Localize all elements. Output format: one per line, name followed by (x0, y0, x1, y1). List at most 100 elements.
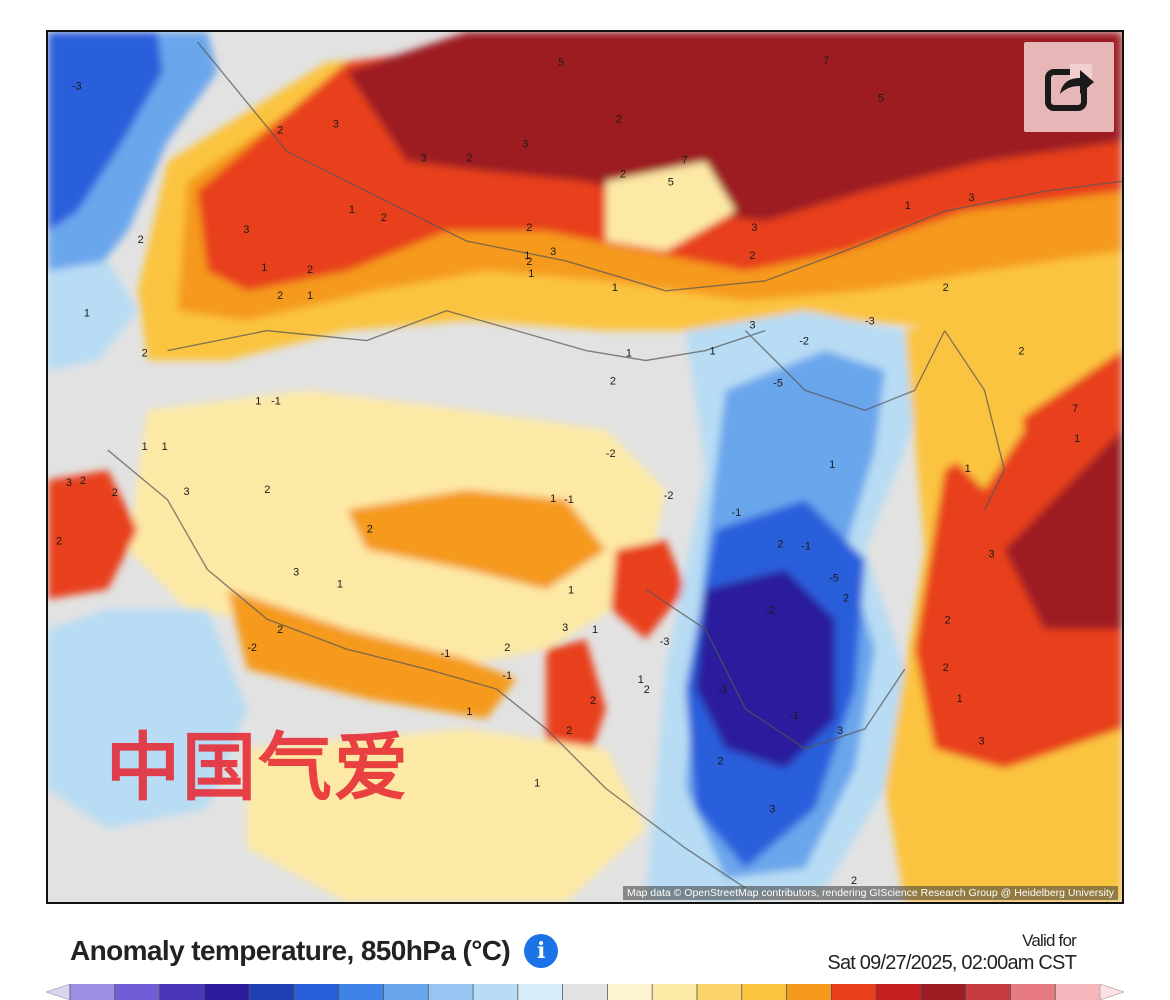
color-scale-bar (46, 984, 1124, 1000)
cold-core (695, 569, 836, 769)
contour-label: 1 (568, 584, 574, 596)
sichuan-hot-spot (610, 539, 686, 640)
contour-label: -1 (564, 494, 574, 506)
contour-label: 2 (504, 642, 510, 654)
contour-label: 5 (878, 93, 884, 105)
contour-label: 5 (668, 176, 674, 188)
contour-label: 3 (837, 725, 843, 737)
contour-label: -2 (606, 448, 616, 460)
scale-arrow-right (1099, 984, 1124, 1000)
contour-label: 2 (56, 536, 62, 548)
contour-label: 2 (590, 695, 596, 707)
contour-label: 2 (777, 539, 783, 551)
east-sea-extreme (1004, 430, 1122, 630)
contour-label: 1 (337, 578, 343, 590)
contour-label: 1 (261, 262, 267, 274)
contour-label: 1 (905, 200, 911, 212)
contour-label: 3 (243, 224, 249, 236)
contour-label: 3 (769, 803, 775, 815)
scale-swatch (473, 984, 519, 1000)
scale-swatch (920, 984, 967, 1000)
contour-label: 2 (367, 524, 373, 536)
contour-label: 2 (718, 756, 724, 768)
contour-label: -3 (865, 316, 875, 328)
contour-label: 1 (626, 348, 632, 360)
contour-label: 3 (751, 222, 757, 234)
scale-swatch (1010, 984, 1056, 1000)
scale-swatch (293, 984, 340, 1000)
south-light-warm (247, 728, 646, 902)
contour-label: 2 (644, 684, 650, 696)
contour-label: 7 (823, 55, 829, 67)
scale-swatch (786, 984, 832, 1000)
valid-time-block: Valid for Sat 09/27/2025, 02:00am CST (827, 930, 1076, 974)
himalaya-orange (227, 589, 517, 719)
contour-label: 2 (749, 250, 755, 262)
contour-label: 2 (526, 256, 532, 268)
contour-label: -2 (664, 490, 674, 502)
west-hot-spot (48, 469, 138, 600)
tibet-orange-spots (346, 489, 606, 590)
contour-label: 1 (638, 674, 644, 686)
contour-label: 7 (682, 154, 688, 166)
contour-label: 2 (277, 624, 283, 636)
contour-labels: -3757532233275231223211121231321212232-1… (56, 55, 1080, 887)
contour-label: -1 (271, 395, 281, 407)
legend-header: Anomaly temperature, 850hPa (°C) i (70, 934, 559, 968)
contour-label: 3 (979, 736, 985, 748)
contour-label: -3 (660, 636, 670, 648)
contour-label: 3 (183, 486, 189, 498)
anomaly-fields (48, 32, 1122, 902)
contour-label: 1 (528, 268, 534, 280)
contour-label: -1 (441, 648, 451, 660)
contour-label: 3 (550, 246, 556, 258)
contour-label: 2 (466, 152, 472, 164)
legend-title: Anomaly temperature, 850hPa (°C) (70, 935, 511, 966)
contour-label: 2 (566, 725, 572, 737)
valid-time: Sat 09/27/2025, 02:00am CST (827, 952, 1076, 974)
contour-label: 1 (307, 290, 313, 302)
scale-swatch (114, 984, 161, 1000)
contour-label: -1 (731, 507, 741, 519)
contour-label: -2 (765, 604, 775, 616)
scale-swatch (607, 984, 653, 1000)
scale-swatch (338, 984, 384, 1000)
share-button[interactable] (1024, 42, 1114, 132)
contour-label: 2 (277, 290, 283, 302)
contour-label: 3 (749, 320, 755, 332)
contour-label: 2 (616, 114, 622, 126)
scale-swatch (159, 984, 205, 1000)
contour-label: 3 (969, 192, 975, 204)
contour-label: 2 (307, 264, 313, 276)
contour-label: 1 (162, 441, 168, 453)
weather-map[interactable]: -3757532233275231223211121231321212232-1… (46, 30, 1124, 904)
contour-label: 2 (381, 212, 387, 224)
map-attribution: Map data © OpenStreetMap contributors, r… (622, 886, 1118, 900)
borders (107, 41, 1122, 889)
contour-label: 1 (1074, 433, 1080, 445)
scale-swatch (1055, 984, 1101, 1000)
contour-label: 1 (710, 346, 716, 358)
scale-swatch (741, 984, 788, 1000)
contour-label: 3 (988, 549, 994, 561)
contour-label: -1 (801, 541, 811, 553)
info-icon[interactable]: i (524, 934, 559, 968)
contour-label: 1 (524, 250, 530, 262)
contour-label: 2 (851, 875, 857, 887)
west-cold-core (48, 32, 163, 232)
contour-label: 2 (138, 234, 144, 246)
contour-label: 1 (965, 463, 971, 475)
contour-label: 2 (945, 614, 951, 626)
south-cool-area (48, 609, 248, 829)
contour-label: 2 (526, 222, 532, 234)
scale-swatch (876, 984, 922, 1000)
contour-label: 2 (1018, 346, 1024, 358)
scale-swatch (383, 984, 429, 1000)
contour-label: 1 (349, 204, 355, 216)
contour-label: 1 (829, 459, 835, 471)
contour-label: 1 (142, 441, 148, 453)
scale-swatch (831, 984, 877, 1000)
contour-label: 1 (550, 493, 556, 505)
watermark: 中国气爱 (106, 725, 410, 811)
contour-label: 5 (558, 57, 564, 69)
